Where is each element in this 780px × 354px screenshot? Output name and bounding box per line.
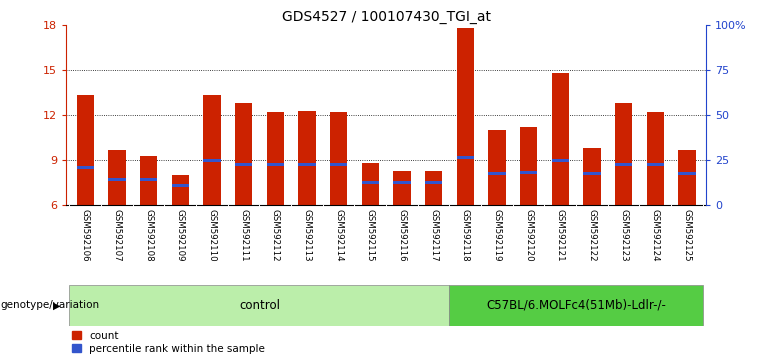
Bar [172,175,189,205]
Text: GSM592123: GSM592123 [619,209,628,261]
Text: GSM592112: GSM592112 [271,209,280,261]
Bar [520,171,537,174]
Bar [456,155,474,159]
Bar [615,163,633,166]
Bar [551,159,569,162]
Title: GDS4527 / 100107430_TGI_at: GDS4527 / 100107430_TGI_at [282,10,491,24]
Bar [678,172,696,175]
Text: GSM592108: GSM592108 [144,209,153,261]
Text: GSM592117: GSM592117 [429,209,438,261]
Bar [520,127,537,205]
Bar [362,163,379,205]
Text: GSM592107: GSM592107 [112,209,122,261]
Text: GSM592111: GSM592111 [239,209,248,261]
Bar [76,96,94,205]
Bar [425,181,442,184]
Bar [330,112,347,205]
Bar [235,103,252,205]
Bar [456,28,474,205]
Bar [330,163,347,166]
Text: GSM592118: GSM592118 [461,209,470,261]
Text: GSM592109: GSM592109 [176,209,185,261]
Bar [204,159,221,162]
Text: genotype/variation: genotype/variation [1,300,100,310]
Bar [393,171,410,205]
Text: ▶: ▶ [53,300,61,310]
Text: GSM592124: GSM592124 [651,209,660,261]
Text: GSM592106: GSM592106 [81,209,90,261]
Text: GSM592116: GSM592116 [398,209,406,261]
Bar [488,172,505,175]
Bar [108,150,126,205]
Text: GSM592115: GSM592115 [366,209,374,261]
Text: GSM592121: GSM592121 [555,209,565,261]
Bar [298,110,316,205]
Bar [551,73,569,205]
Bar [647,163,664,166]
Bar [425,171,442,205]
Bar [267,163,284,166]
Text: GSM592119: GSM592119 [492,209,502,261]
Text: GSM592110: GSM592110 [207,209,217,261]
Bar [204,96,221,205]
Bar [298,163,316,166]
Bar [678,150,696,205]
Bar [140,156,158,205]
Text: GSM592125: GSM592125 [682,209,691,261]
Bar [583,148,601,205]
Bar [583,172,601,175]
Text: control: control [239,299,280,312]
Legend: count, percentile rank within the sample: count, percentile rank within the sample [72,331,265,354]
Text: GSM592122: GSM592122 [587,209,597,261]
Bar [615,103,633,205]
Bar [267,112,284,205]
Bar [172,184,189,187]
Text: GSM592113: GSM592113 [303,209,311,261]
Bar [69,285,449,326]
Bar [362,181,379,184]
Bar [647,112,664,205]
Bar [140,178,158,181]
Bar [393,181,410,184]
Bar [108,178,126,181]
Text: GSM592120: GSM592120 [524,209,533,261]
Text: C57BL/6.MOLFc4(51Mb)-Ldlr-/-: C57BL/6.MOLFc4(51Mb)-Ldlr-/- [486,299,666,312]
Text: GSM592114: GSM592114 [334,209,343,261]
Bar [488,130,505,205]
Bar [449,285,703,326]
Bar [235,163,252,166]
Bar [76,166,94,169]
